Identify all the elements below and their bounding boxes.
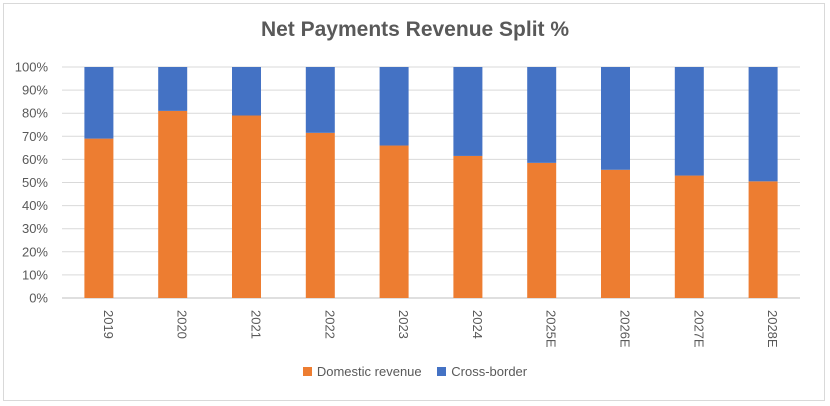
x-tick-label: 2019 bbox=[101, 310, 116, 339]
legend: Domestic revenue Cross-border bbox=[0, 364, 830, 379]
y-tick-label: 60% bbox=[22, 152, 48, 167]
bar-segment-domestic-2026E bbox=[601, 169, 630, 298]
x-tick-label: 2021 bbox=[249, 310, 264, 339]
bar-segment-cross-border-2025E bbox=[527, 67, 557, 163]
legend-swatch-domestic bbox=[302, 367, 312, 376]
x-axis-ticks: 2019 2020 2021 2022 2023 2024 2025E 2026E 2027E 2… bbox=[101, 310, 780, 348]
x-tick-label: 2022 bbox=[322, 310, 337, 339]
bar-segment-cross-border-2026E bbox=[601, 67, 630, 170]
bar-segment-cross-border-2019 bbox=[84, 67, 114, 139]
bar-segment-cross-border-2023 bbox=[379, 67, 409, 146]
y-tick-label: 80% bbox=[22, 106, 48, 121]
chart-title: Net Payments Revenue Split % bbox=[260, 18, 570, 41]
x-tick-label: 2023 bbox=[396, 310, 411, 339]
bar-segment-domestic-2025E bbox=[527, 162, 557, 298]
y-tick-label: 20% bbox=[22, 244, 48, 259]
bar-segment-cross-border-2020 bbox=[158, 67, 188, 111]
x-tick-label: 2027E bbox=[691, 310, 706, 348]
bar-segment-domestic-2019 bbox=[84, 138, 114, 298]
bar-segment-domestic-2024 bbox=[453, 155, 483, 298]
bar-segment-domestic-2022 bbox=[305, 132, 335, 298]
bar-segment-domestic-2020 bbox=[158, 110, 188, 298]
legend-swatch-cross-border bbox=[437, 367, 447, 376]
bar-segment-domestic-2028E bbox=[748, 181, 778, 298]
legend-item-cross-border: Cross-border bbox=[437, 364, 527, 379]
bar-segment-domestic-2021 bbox=[232, 115, 261, 298]
y-tick-label: 10% bbox=[22, 267, 48, 282]
y-tick-label: 50% bbox=[22, 175, 48, 190]
y-axis-ticks: 0% 10% 20% 30% 40% 50% 60% 70% 80% 90% 100% bbox=[15, 60, 49, 306]
bar-segment-cross-border-2024 bbox=[453, 67, 483, 156]
legend-label-cross-border: Cross-border bbox=[451, 364, 528, 379]
bar-segment-cross-border-2028E bbox=[748, 67, 778, 182]
x-tick-label: 2024 bbox=[470, 310, 485, 339]
y-tick-label: 100% bbox=[15, 60, 49, 75]
bar-segment-domestic-2023 bbox=[379, 145, 409, 298]
x-tick-label: 2020 bbox=[175, 310, 190, 339]
bar-segment-cross-border-2027E bbox=[674, 67, 704, 176]
bar-segment-domestic-2027E bbox=[674, 175, 704, 298]
y-tick-label: 90% bbox=[22, 83, 48, 98]
legend-label-domestic: Domestic revenue bbox=[316, 364, 422, 379]
y-tick-label: 30% bbox=[22, 221, 48, 236]
bar-segment-cross-border-2022 bbox=[305, 67, 335, 133]
y-tick-label: 40% bbox=[22, 198, 48, 213]
x-tick-label: 2028E bbox=[765, 310, 780, 348]
y-tick-label: 70% bbox=[22, 129, 48, 144]
bars bbox=[84, 67, 778, 298]
y-tick-label: 0% bbox=[29, 291, 48, 306]
bar-segment-cross-border-2021 bbox=[232, 67, 261, 116]
x-tick-label: 2025E bbox=[544, 310, 559, 348]
x-tick-label: 2026E bbox=[618, 310, 633, 348]
legend-item-domestic: Domestic revenue bbox=[302, 364, 422, 379]
